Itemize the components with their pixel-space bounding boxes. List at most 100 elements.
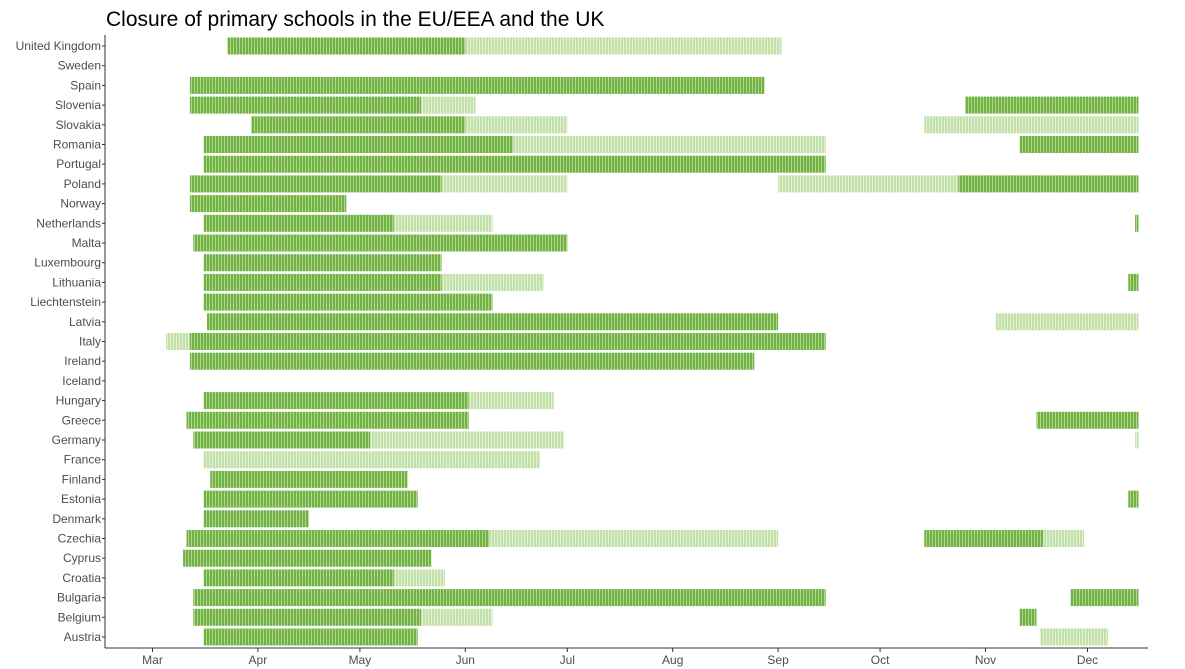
month-label-aug: Aug [662, 653, 683, 667]
closure-bar-czechia-1 [489, 530, 779, 547]
closure-bar-poland-1 [441, 175, 568, 193]
closure-bar-italy-1 [189, 333, 826, 350]
closure-bar-cyprus-0 [183, 549, 432, 567]
closure-bar-slovakia-0 [251, 116, 466, 134]
closure-bar-poland-2 [778, 175, 959, 193]
closure-bar-netherlands-0 [203, 214, 394, 232]
closure-bar-norway-0 [189, 195, 347, 213]
closure-bar-france-0 [203, 451, 541, 469]
closure-bar-hungary-0 [203, 392, 469, 410]
closure-bar-liechtenstein-0 [203, 293, 493, 311]
month-label-dec: Dec [1077, 653, 1098, 667]
country-label-estonia: Estonia [61, 492, 101, 506]
country-label-netherlands: Netherlands [36, 216, 101, 230]
closure-bar-estonia-1 [1128, 490, 1139, 508]
country-label-ireland: Ireland [64, 354, 101, 368]
country-label-czechia: Czechia [58, 532, 102, 546]
closure-bar-slovenia-0 [189, 96, 422, 114]
country-label-iceland: Iceland [62, 374, 101, 388]
country-label-germany: Germany [52, 433, 101, 447]
country-label-austria: Austria [64, 630, 102, 644]
country-label-denmark: Denmark [52, 512, 102, 526]
country-label-bulgaria: Bulgaria [57, 591, 101, 605]
x-axis-ticks: Mar Apr May Jun Jul Aug Sep Oct Nov Dec [142, 648, 1098, 667]
closure-bar-latvia-0 [206, 313, 779, 331]
country-label-greece: Greece [62, 413, 102, 427]
country-label-united-kingdom: United Kingdom [16, 39, 101, 53]
month-label-apr: Apr [249, 653, 268, 667]
closure-bar-italy-0 [166, 333, 190, 350]
closure-bar-romania-1 [512, 136, 826, 153]
country-label-slovenia: Slovenia [55, 98, 101, 112]
country-label-norway: Norway [60, 197, 101, 211]
closure-bar-latvia-1 [995, 313, 1139, 331]
closure-bar-greece-0 [186, 411, 469, 429]
closure-bar-czechia-3 [1043, 530, 1085, 547]
bars-layer [166, 37, 1139, 646]
closure-bar-poland-3 [958, 175, 1139, 193]
country-label-hungary: Hungary [56, 394, 101, 408]
closure-bar-lithuania-2 [1128, 273, 1139, 291]
closure-bar-slovenia-2 [965, 96, 1139, 114]
month-label-jul: Jul [560, 653, 575, 667]
country-label-belgium: Belgium [58, 610, 101, 624]
closure-bar-germany-2 [1135, 431, 1139, 449]
country-label-portugal: Portugal [56, 157, 101, 171]
country-label-italy: Italy [79, 335, 101, 349]
closure-bar-slovenia-1 [421, 96, 476, 114]
closure-bar-bulgaria-1 [1070, 589, 1139, 607]
closure-bar-croatia-1 [393, 569, 445, 587]
closure-bar-estonia-0 [203, 490, 418, 508]
closure-bar-netherlands-1 [393, 214, 493, 232]
y-axis-labels: United Kingdom Sweden Spain Slovenia Slovaki… [16, 39, 105, 644]
country-label-finland: Finland [62, 472, 101, 486]
closure-bar-netherlands-2 [1135, 214, 1139, 232]
country-label-poland: Poland [64, 177, 101, 191]
closure-bar-portugal-0 [203, 155, 826, 173]
country-label-luxembourg: Luxembourg [34, 256, 101, 270]
closure-bar-spain-0 [189, 76, 765, 94]
closure-bar-malta-0 [193, 234, 568, 252]
closure-bar-austria-1 [1039, 628, 1108, 646]
chart-title: Closure of primary schools in the EU/EEA… [106, 8, 604, 31]
closure-bar-united-kingdom-1 [465, 37, 782, 55]
closure-bar-finland-0 [210, 470, 408, 488]
month-label-may: May [349, 653, 372, 667]
month-label-mar: Mar [142, 653, 163, 667]
country-label-france: France [64, 453, 102, 467]
closure-bar-luxembourg-0 [203, 254, 442, 272]
closure-bar-germany-1 [370, 431, 564, 449]
month-label-sep: Sep [767, 653, 789, 667]
closure-bar-belgium-2 [1019, 608, 1037, 626]
country-label-croatia: Croatia [62, 571, 101, 585]
closure-bar-romania-0 [203, 136, 513, 153]
month-label-jun: Jun [456, 653, 475, 667]
country-label-latvia: Latvia [69, 315, 101, 329]
closure-bar-czechia-0 [186, 530, 490, 547]
country-label-romania: Romania [53, 138, 101, 152]
closure-bar-lithuania-0 [203, 273, 442, 291]
closure-bar-slovakia-1 [465, 116, 568, 134]
closure-bar-united-kingdom-0 [227, 37, 466, 55]
closure-bar-croatia-0 [203, 569, 394, 587]
closure-bar-czechia-2 [924, 530, 1044, 547]
country-label-cyprus: Cyprus [63, 551, 101, 565]
country-label-spain: Spain [70, 78, 101, 92]
closure-bar-belgium-1 [421, 608, 493, 626]
closure-bar-belgium-0 [193, 608, 422, 626]
country-label-slovakia: Slovakia [56, 118, 102, 132]
month-label-oct: Oct [871, 653, 890, 667]
closure-bar-poland-0 [189, 175, 442, 193]
closure-bar-austria-0 [203, 628, 418, 646]
closure-bar-denmark-0 [203, 510, 309, 528]
closure-bar-romania-2 [1019, 136, 1139, 153]
closure-bar-ireland-0 [189, 352, 755, 370]
month-label-nov: Nov [975, 653, 996, 667]
closure-bar-hungary-1 [468, 392, 554, 410]
closure-bar-germany-0 [193, 431, 371, 449]
closure-bar-lithuania-1 [441, 273, 544, 291]
country-label-liechtenstein: Liechtenstein [30, 295, 101, 309]
closure-bar-bulgaria-0 [193, 589, 826, 607]
